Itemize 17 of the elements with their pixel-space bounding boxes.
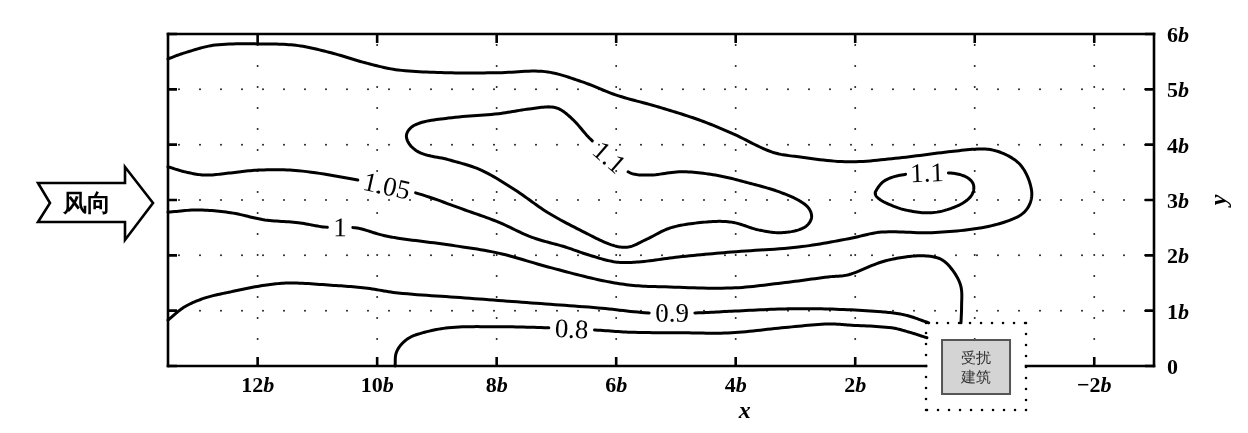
x-tick-label: 4b — [724, 372, 747, 397]
x-tick-label: −2b — [1076, 372, 1112, 397]
x-axis-title: x — [737, 397, 751, 423]
x-tick-label: 10b — [360, 372, 394, 397]
x-tick-label: 8b — [485, 372, 508, 397]
y-tick-label: 5b — [1167, 76, 1189, 102]
y-tick-label: 1b — [1167, 298, 1189, 324]
y-tick-label: 3b — [1167, 187, 1189, 213]
y-axis-title: y — [1205, 194, 1231, 209]
y-tick-label: 4b — [1167, 132, 1189, 158]
x-tick-label: 2b — [844, 372, 867, 397]
y-tick-label: 6b — [1167, 21, 1189, 47]
y-tick-label: 2b — [1167, 242, 1189, 268]
x-tick-label: 12b — [241, 372, 275, 397]
y-tick-label: 0 — [1167, 353, 1178, 379]
x-tick-label: 6b — [605, 372, 628, 397]
text: 风向 — [62, 189, 111, 217]
